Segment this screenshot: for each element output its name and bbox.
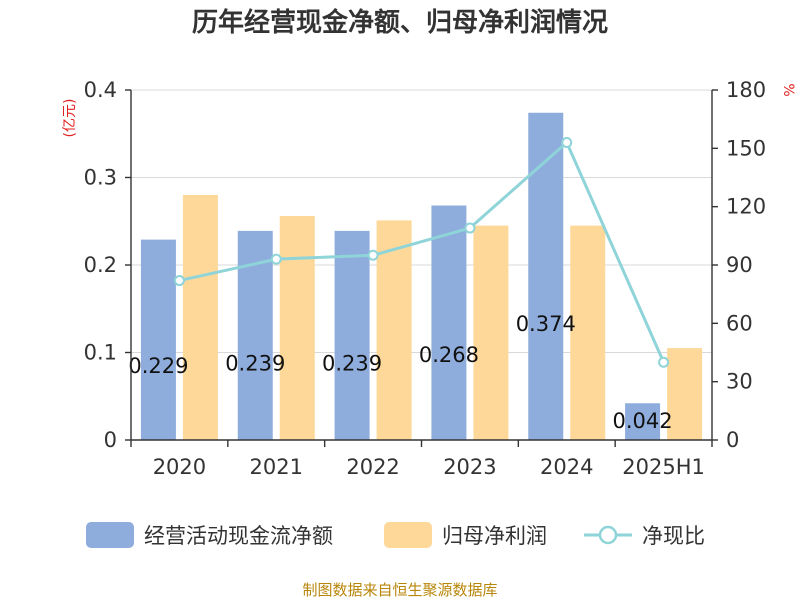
bar-layer: [140, 112, 703, 440]
bar-net-profit: [667, 348, 703, 440]
data-label: 0.229: [128, 354, 188, 378]
line-point: [270, 253, 282, 265]
line-point: [173, 275, 185, 287]
left-tick-label: 0: [104, 428, 117, 452]
right-tick-label: 30: [726, 370, 753, 394]
x-tick-label: 2021: [250, 455, 303, 479]
legend-swatch: [384, 522, 432, 548]
bar-net-profit: [376, 220, 412, 440]
x-tick-label: 2025H1: [622, 455, 705, 479]
data-label: 0.239: [322, 351, 382, 375]
right-axis-unit: %: [780, 83, 796, 96]
left-axis-unit: (亿元): [62, 99, 78, 138]
line-ratio: [179, 140, 665, 363]
legend-marker: [598, 525, 618, 545]
line-point: [367, 249, 379, 261]
x-tick-label: 2023: [443, 455, 496, 479]
x-tick-label: 2024: [540, 455, 593, 479]
right-tick-label: 60: [726, 311, 753, 335]
right-tick-label: 150: [726, 136, 766, 160]
left-tick-label: 0.4: [84, 78, 117, 102]
legend-label: 净现比: [642, 524, 705, 548]
legend: 经营活动现金流净额 归母净利润 净现比: [86, 522, 705, 548]
data-label-layer: 0.229 0.239 0.239 0.268 0.374 0.042: [128, 312, 672, 433]
legend-label: 归母净利润: [442, 524, 547, 548]
right-tick-label: 180: [726, 78, 766, 102]
x-tick-label: 2020: [153, 455, 206, 479]
line-layer: [173, 137, 670, 368]
grid-layer: [131, 89, 712, 353]
bar-operating-cash-flow: [625, 403, 661, 440]
axis-layer: 0 0.1 0.2 0.3 0.4 0 30 60 90 120 150 180 2020 2021 202…: [84, 78, 767, 479]
right-tick-label: 0: [726, 428, 739, 452]
legend-label: 经营活动现金流净额: [144, 524, 333, 548]
bar-operating-cash-flow: [431, 205, 467, 440]
bar-net-profit: [473, 225, 509, 440]
bar-net-profit: [182, 195, 218, 440]
bar-operating-cash-flow: [334, 230, 370, 440]
chart-title: 历年经营现金净额、归母净利润情况: [192, 7, 608, 38]
bar-operating-cash-flow: [528, 112, 564, 440]
left-tick-label: 0.1: [84, 341, 117, 365]
bar-net-profit: [570, 225, 606, 440]
left-tick-label: 0.3: [84, 166, 117, 190]
x-tick-label: 2022: [346, 455, 399, 479]
right-tick-label: 90: [726, 253, 753, 277]
left-tick-label: 0.2: [84, 253, 117, 277]
bar-net-profit: [279, 216, 315, 440]
data-label: 0.042: [613, 409, 673, 433]
line-point: [464, 222, 476, 234]
line-point: [561, 137, 573, 148]
line-point: [658, 356, 670, 368]
legend-swatch: [86, 522, 134, 548]
data-label: 0.374: [516, 312, 576, 336]
source-note: 制图数据来自恒生聚源数据库: [302, 581, 497, 599]
data-label: 0.239: [225, 351, 285, 375]
bar-operating-cash-flow: [140, 239, 176, 440]
right-tick-label: 120: [726, 195, 766, 219]
data-label: 0.268: [419, 343, 479, 367]
